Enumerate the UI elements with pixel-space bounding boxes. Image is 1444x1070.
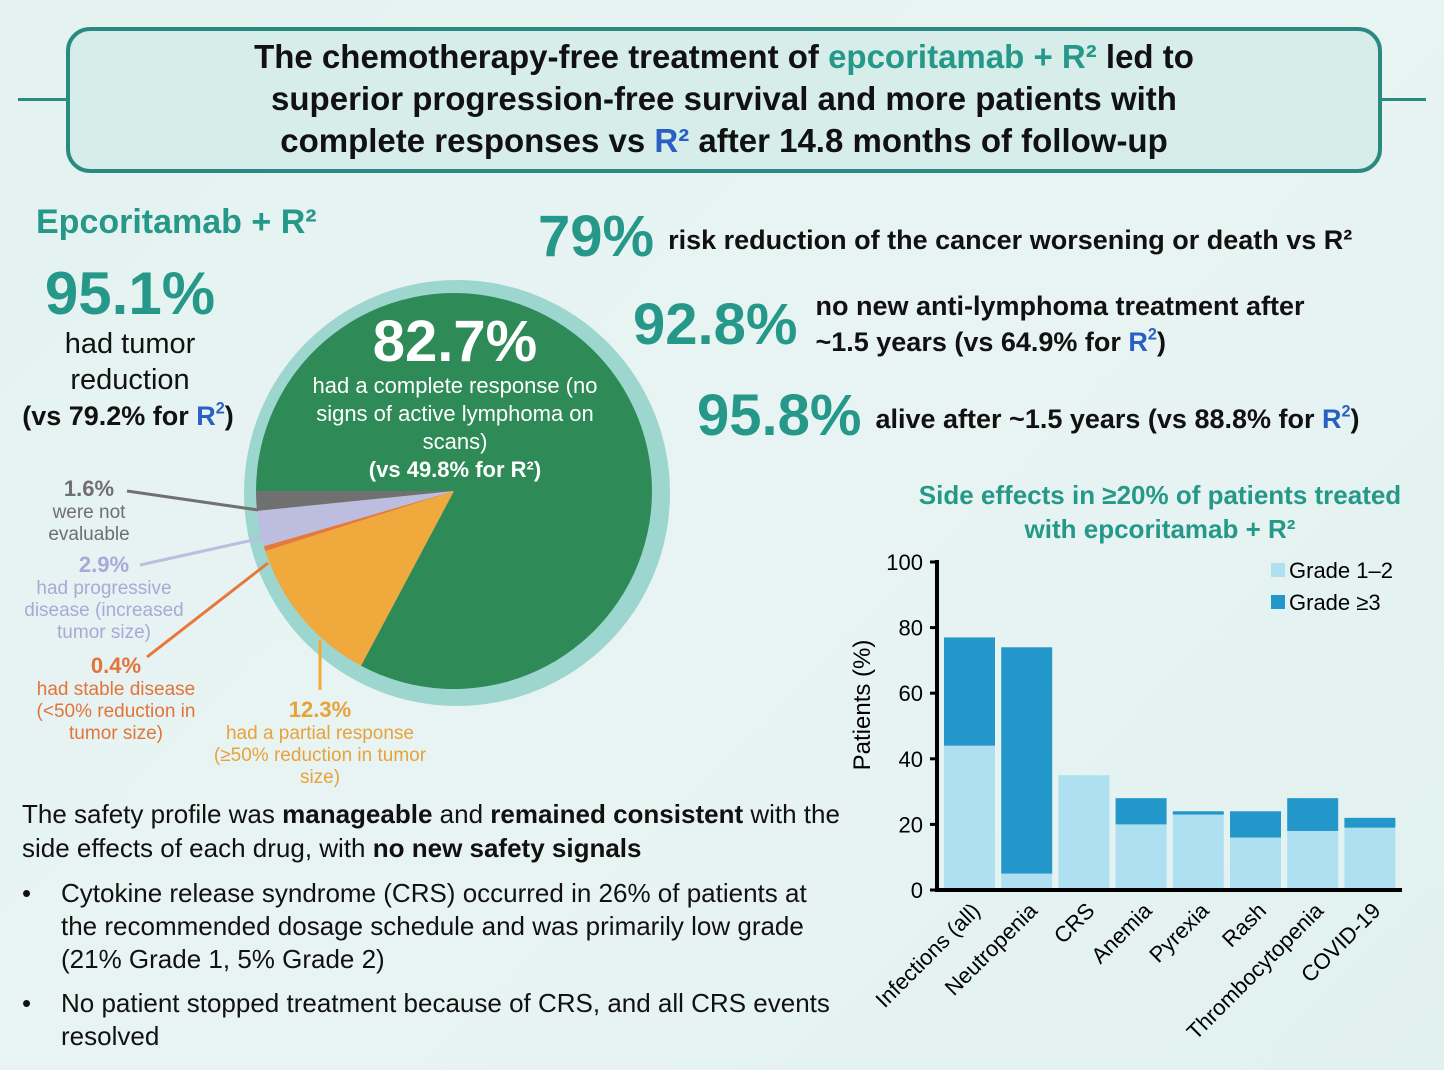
bullet-icon: • bbox=[22, 988, 32, 1018]
bar-segment bbox=[1287, 798, 1339, 831]
header-box bbox=[66, 27, 1382, 173]
bullet-text: Cytokine release syndrome (CRS) occurred… bbox=[61, 878, 807, 974]
bar-segment bbox=[1115, 798, 1167, 825]
bar-segment bbox=[1001, 647, 1053, 874]
bar-segment bbox=[1172, 814, 1224, 890]
pie-label-stable: 0.4% had stable disease (<50% reduction i… bbox=[36, 653, 196, 744]
bar-segment bbox=[1287, 830, 1339, 890]
stat-text: risk reduction of the cancer worsening o… bbox=[668, 224, 1353, 255]
pie-label-not-evaluable: 1.6% were not evaluable bbox=[48, 476, 130, 545]
page-title: The chemotherapy-free treatment of epcor… bbox=[66, 36, 1382, 162]
legend-label: Grade 1–2 bbox=[1289, 558, 1393, 583]
pie-leader-line bbox=[139, 536, 263, 567]
bar-segment bbox=[1230, 811, 1281, 838]
pie-slice bbox=[263, 491, 454, 552]
legend-swatch bbox=[1271, 595, 1285, 609]
stat-value: 95.8% bbox=[697, 383, 862, 448]
title-text: The chemotherapy-free treatment of bbox=[254, 38, 829, 75]
pie-slice bbox=[256, 292, 652, 689]
bar-segment bbox=[944, 745, 995, 890]
bar-segment bbox=[944, 637, 995, 746]
bar-segment bbox=[1230, 837, 1281, 890]
stat-no-new-treatment: 92.8% no new anti-lymphoma treatment aft… bbox=[633, 288, 1305, 360]
pie-slice bbox=[256, 491, 454, 511]
y-tick-label: 20 bbox=[899, 812, 923, 837]
stat-risk-reduction: 79% risk reduction of the cancer worseni… bbox=[538, 203, 1352, 270]
title-text: after 14.8 months of follow-up bbox=[689, 122, 1168, 159]
header-line-left bbox=[18, 98, 68, 101]
y-tick-label: 40 bbox=[899, 747, 923, 772]
complete-response-value: 82.7% bbox=[372, 309, 538, 374]
title-text: superior progression-free survival and m… bbox=[271, 80, 1177, 117]
title-r2: R² bbox=[654, 122, 690, 159]
x-tick-label: Anemia bbox=[1086, 897, 1157, 968]
pie-label-progressive: 2.9% had progressive disease (increased t… bbox=[24, 552, 184, 643]
stat-value: 79% bbox=[538, 204, 655, 269]
complete-response-text: had a complete response (no signs of act… bbox=[312, 373, 598, 454]
x-tick-label: CRS bbox=[1049, 898, 1100, 949]
y-tick-label: 80 bbox=[899, 616, 923, 641]
bullet-icon: • bbox=[22, 878, 32, 908]
bar-chart-title: Side effects in ≥20% of patients treated… bbox=[918, 480, 1402, 544]
tumor-reduction-block: 95.1% had tumor reduction (vs 79.2% for … bbox=[8, 262, 252, 434]
pie-slice bbox=[257, 491, 454, 547]
stat-value: 92.8% bbox=[633, 291, 798, 357]
pie-label-complete-response: 82.7% had a complete response (no signs … bbox=[300, 312, 610, 484]
tumor-reduction-compare: (vs 79.2% for R2) bbox=[22, 399, 234, 431]
bar-segment bbox=[1344, 817, 1396, 828]
title-highlight: epcoritamab + R² bbox=[828, 38, 1097, 75]
pie-slice bbox=[265, 491, 454, 666]
group-title: Epcoritamab + R² bbox=[36, 203, 317, 241]
bar-segment bbox=[1001, 873, 1053, 890]
stat-alive: 95.8% alive after ~1.5 years (vs 88.8% f… bbox=[697, 382, 1360, 449]
bar-segment bbox=[1115, 824, 1167, 890]
pie-label-partial: 12.3% had a partial response (≥50% reduct… bbox=[213, 697, 427, 788]
x-tick-label: Rash bbox=[1217, 898, 1271, 952]
safety-summary: The safety profile was manageable and re… bbox=[22, 799, 840, 863]
bar-segment bbox=[1344, 827, 1396, 890]
y-tick-label: 0 bbox=[911, 878, 923, 903]
safety-bullet: • No patient stopped treatment because of… bbox=[22, 987, 842, 1053]
stat-text: no new anti-lymphoma treatment after ~1.5… bbox=[815, 291, 1305, 357]
title-text: complete responses vs bbox=[280, 122, 655, 159]
legend-swatch bbox=[1271, 563, 1285, 577]
legend-label: Grade ≥3 bbox=[1289, 590, 1381, 615]
bullet-text: No patient stopped treatment because of … bbox=[61, 988, 830, 1051]
title-text: led to bbox=[1096, 38, 1194, 75]
y-axis-label: Patients (%) bbox=[849, 640, 876, 771]
bar-segment bbox=[1172, 811, 1224, 815]
complete-response-compare: (vs 49.8% for R²) bbox=[368, 457, 542, 482]
pie-leader-line bbox=[126, 489, 259, 512]
y-tick-label: 100 bbox=[886, 550, 923, 575]
pie-leader-line bbox=[146, 561, 269, 659]
tumor-reduction-value: 95.1% bbox=[44, 260, 216, 327]
bar-segment bbox=[1058, 775, 1110, 890]
x-tick-label: Pyrexia bbox=[1144, 897, 1214, 967]
y-tick-label: 60 bbox=[899, 681, 923, 706]
tumor-reduction-text: had tumor reduction bbox=[64, 328, 196, 396]
header-line-right bbox=[1380, 98, 1426, 101]
safety-bullet: • Cytokine release syndrome (CRS) occurre… bbox=[22, 877, 842, 976]
stat-text: alive after ~1.5 years (vs 88.8% for R2) bbox=[875, 402, 1360, 434]
